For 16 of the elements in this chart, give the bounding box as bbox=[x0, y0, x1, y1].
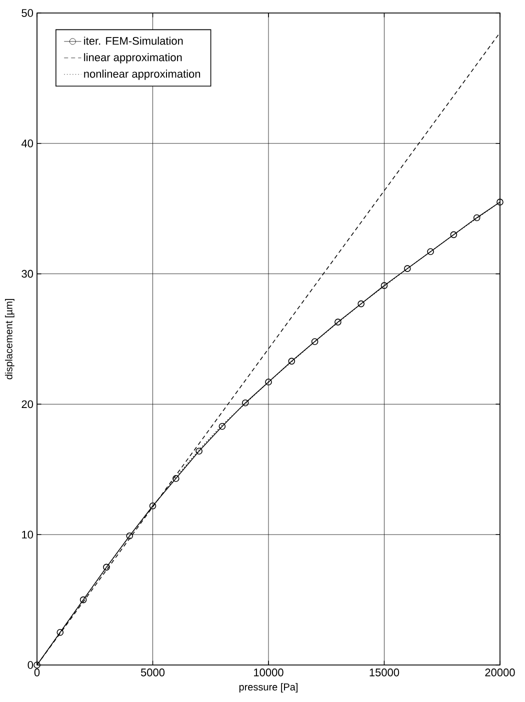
y-tick-label: 50 bbox=[22, 9, 34, 17]
x-tick-label: 5000 bbox=[140, 668, 165, 676]
x-tick-label: 10000 bbox=[254, 668, 284, 676]
y-tick-label: 40 bbox=[21, 140, 34, 148]
y-tick-label: 0 bbox=[28, 661, 34, 669]
y-tick-label: 30 bbox=[22, 270, 34, 278]
y-axis-title: displacement [µm] bbox=[5, 299, 14, 380]
y-tick-label: 20 bbox=[22, 400, 34, 408]
legend-label: nonlinear approximation bbox=[84, 70, 200, 80]
legend-label: iter. FEM-Simulation bbox=[84, 36, 183, 45]
x-tick-label: 0 bbox=[34, 668, 40, 676]
y-tick-label: 10 bbox=[22, 530, 34, 538]
legend-label: linear approximation bbox=[84, 53, 182, 64]
x-tick-label: 15000 bbox=[370, 668, 400, 676]
x-tick-label: 20000 bbox=[485, 668, 515, 676]
x-axis-title: pressure [Pa] bbox=[239, 683, 298, 692]
